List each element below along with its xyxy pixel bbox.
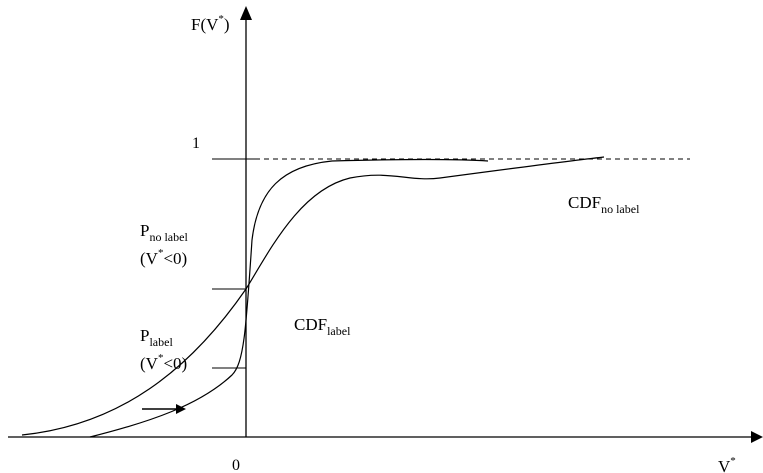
y-axis-arrow-icon	[240, 6, 252, 20]
cdf-label-curve	[89, 158, 489, 438]
cdf-no-label-label: CDFno label	[568, 193, 640, 216]
p-label-condition: (V*<0)	[140, 352, 187, 373]
origin-label: 0	[232, 457, 240, 473]
level-one-label: 1	[192, 135, 200, 152]
p-no-label-label: Pno label	[140, 221, 188, 244]
cdf-label-label: CDFlabel	[294, 315, 351, 338]
x-axis-label: V*	[718, 455, 736, 473]
p-label-label: Plabel	[140, 326, 173, 349]
x-axis-arrow-icon	[751, 431, 763, 443]
p-no-label-condition: (V*<0)	[140, 247, 187, 268]
cdf-no-label-curve	[21, 156, 605, 436]
y-axis-label: F(V*)	[191, 13, 230, 34]
